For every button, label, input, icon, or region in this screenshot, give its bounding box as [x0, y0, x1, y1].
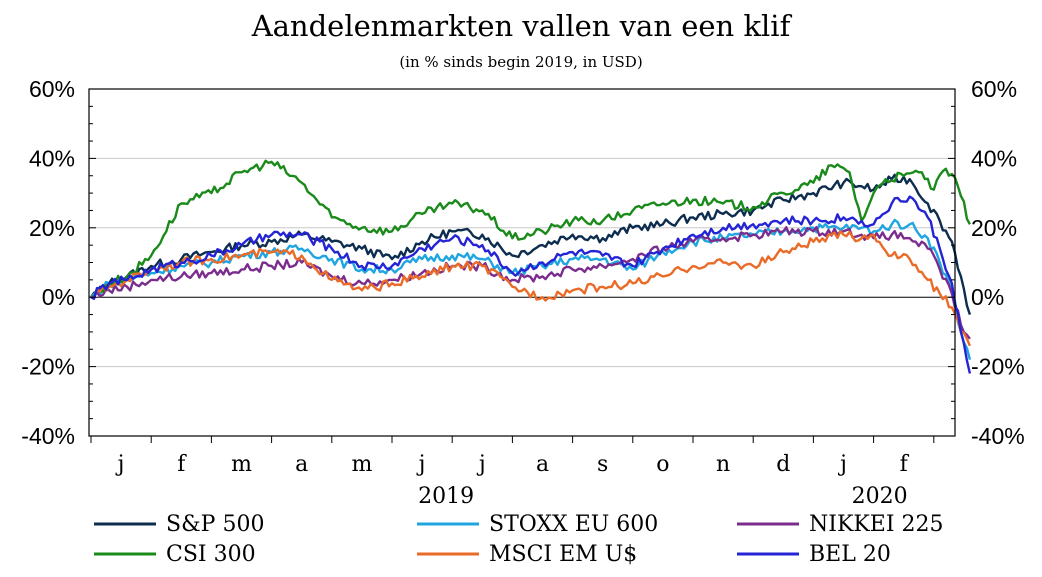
chart-title: Aandelenmarkten vallen van een klif	[251, 9, 793, 43]
legend-label-2: NIKKEI 225	[809, 512, 944, 537]
legend-label-1: STOXX EU 600	[489, 512, 658, 537]
year-labels: 2019 2020	[418, 484, 907, 509]
y-tick-label-left-0: 60%	[29, 76, 75, 102]
series-line-0	[90, 173, 972, 315]
month-label-6: j	[476, 452, 486, 477]
chart-subtitle: (in % sinds begin 2019, in USD)	[399, 53, 642, 71]
month-label-1: f	[177, 452, 187, 477]
year-label-1: 2020	[852, 484, 908, 509]
legend-label-0: S&P 500	[166, 512, 264, 537]
month-label-7: a	[536, 452, 549, 477]
series-line-5	[90, 195, 972, 374]
series-line-1	[90, 218, 972, 361]
month-label-4: m	[351, 452, 372, 477]
y-tick-label-right-1: 40%	[971, 145, 1017, 171]
month-label-13: f	[900, 452, 910, 477]
y-tick-labels-left: 60% 40% 20% 0% -20% -40%	[21, 76, 75, 449]
month-label-9: o	[656, 452, 669, 477]
y-tick-label-right-5: -40%	[971, 423, 1025, 449]
series-line-4	[90, 230, 972, 347]
series-line-3	[90, 159, 971, 299]
month-label-0: j	[115, 452, 125, 477]
y-tick-label-left-3: 0%	[42, 284, 75, 310]
y-tick-label-right-4: -20%	[971, 354, 1025, 380]
x-tick-marks	[90, 436, 935, 443]
month-label-5: j	[416, 452, 426, 477]
y-tick-label-right-2: 20%	[971, 215, 1017, 241]
y-tick-label-right-3: 0%	[971, 284, 1004, 310]
month-label-12: j	[837, 452, 847, 477]
series-lines	[90, 159, 972, 374]
series-line-2	[90, 226, 971, 340]
y-tick-labels-right: 60% 40% 20% 0% -20% -40%	[971, 76, 1025, 449]
month-label-8: s	[597, 452, 608, 477]
y-tick-label-left-1: 40%	[29, 145, 75, 171]
legend-label-4: MSCI EM U$	[489, 542, 637, 567]
month-label-10: n	[716, 452, 730, 477]
month-label-2: m	[231, 452, 252, 477]
y-tick-label-left-5: -40%	[21, 423, 75, 449]
y-tick-label-right-0: 60%	[971, 76, 1017, 102]
minor-ticks	[89, 88, 955, 437]
legend-label-3: CSI 300	[166, 542, 256, 567]
month-label-11: d	[776, 452, 790, 477]
month-label-3: a	[295, 452, 308, 477]
y-tick-label-left-2: 20%	[29, 215, 75, 241]
year-label-0: 2019	[418, 484, 474, 509]
y-tick-label-left-4: -20%	[21, 354, 75, 380]
legend-label-5: BEL 20	[809, 542, 891, 567]
legend: S&P 500 STOXX EU 600 NIKKEI 225 CSI 300 MSCI…	[94, 512, 944, 567]
